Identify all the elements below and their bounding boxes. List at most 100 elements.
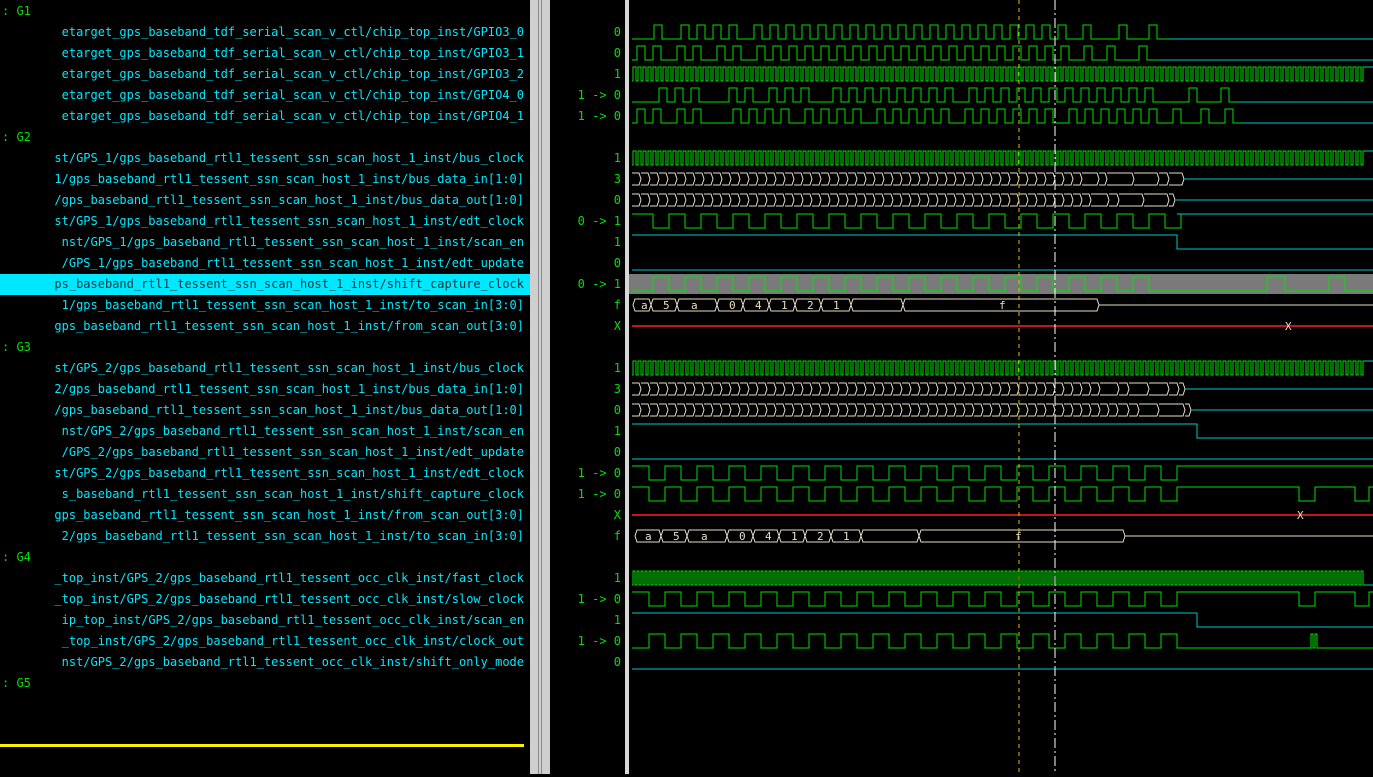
signal-row[interactable]: _top_inst/GPS_2/gps_baseband_rtl1_tessen… <box>0 631 530 652</box>
signal-value: 0 <box>613 46 621 60</box>
signal-row[interactable]: /GPS_1/gps_baseband_rtl1_tessent_ssn_sca… <box>0 253 530 274</box>
bus-waveform <box>632 298 1100 312</box>
signal-waveform <box>632 234 1373 250</box>
signal-name: /GPS_2/gps_baseband_rtl1_tessent_ssn_sca… <box>61 445 524 459</box>
bus-value-label: 4 <box>755 299 762 312</box>
signal-row[interactable]: /gps_baseband_rtl1_tessent_ssn_scan_host… <box>0 190 530 211</box>
bus-value-label: 1 <box>843 530 850 543</box>
bus-value-label: f <box>999 299 1006 312</box>
signal-name: s_baseband_rtl1_tessent_ssn_scan_host_1_… <box>61 487 524 501</box>
bus-waveform <box>634 529 1126 543</box>
signal-value: 1 -> 0 <box>577 487 621 501</box>
clock-waveform <box>632 360 1365 376</box>
signal-row[interactable]: 2/gps_baseband_rtl1_tessent_ssn_scan_hos… <box>0 379 530 400</box>
clock-waveform <box>632 276 1373 292</box>
signal-name: /GPS_1/gps_baseband_rtl1_tessent_ssn_sca… <box>61 256 524 270</box>
bus-value-label: a <box>701 530 708 543</box>
signal-name: etarget_gps_baseband_tdf_serial_scan_v_c… <box>61 25 524 39</box>
bus-value-label: 5 <box>663 299 670 312</box>
group-header[interactable]: : G2 <box>0 127 530 148</box>
pane-splitter[interactable] <box>530 0 550 774</box>
signal-name: /gps_baseband_rtl1_tessent_ssn_scan_host… <box>54 403 524 417</box>
selected-row-band <box>629 274 1373 294</box>
bus-value-label: X <box>1285 320 1292 333</box>
bus-waveform <box>632 193 1176 207</box>
group-label: : G2 <box>2 130 31 144</box>
signal-value: 1 <box>613 571 621 585</box>
signal-value: 0 <box>613 193 621 207</box>
signal-value: f <box>613 298 621 312</box>
signal-name: nst/GPS_2/gps_baseband_rtl1_tessent_ssn_… <box>61 424 524 438</box>
bus-value-label: 1 <box>781 299 788 312</box>
signal-value: X <box>613 508 621 522</box>
signal-value: 1 <box>613 151 621 165</box>
group-header[interactable]: : G5 <box>0 673 530 694</box>
signal-row[interactable]: etarget_gps_baseband_tdf_serial_scan_v_c… <box>0 85 530 106</box>
signal-value: 0 <box>613 25 621 39</box>
signal-waveform <box>632 612 1373 628</box>
signal-row[interactable]: etarget_gps_baseband_tdf_serial_scan_v_c… <box>0 106 530 127</box>
signal-row[interactable]: ps_baseband_rtl1_tessent_ssn_scan_host_1… <box>0 274 530 295</box>
signal-value: 1 -> 0 <box>577 466 621 480</box>
signal-row[interactable]: st/GPS_1/gps_baseband_rtl1_tessent_ssn_s… <box>0 148 530 169</box>
signal-value: 1 -> 0 <box>577 88 621 102</box>
signal-row[interactable]: ip_top_inst/GPS_2/gps_baseband_rtl1_tess… <box>0 610 530 631</box>
signal-row[interactable]: gps_baseband_rtl1_tessent_ssn_scan_host_… <box>0 316 530 337</box>
bus-value-label: X <box>1297 509 1304 522</box>
clock-waveform <box>632 213 1182 229</box>
signal-row[interactable]: gps_baseband_rtl1_tessent_ssn_scan_host_… <box>0 505 530 526</box>
clock-waveform <box>632 150 1365 166</box>
group-header[interactable]: : G3 <box>0 337 530 358</box>
signal-row[interactable]: etarget_gps_baseband_tdf_serial_scan_v_c… <box>0 22 530 43</box>
signal-name: _top_inst/GPS_2/gps_baseband_rtl1_tessen… <box>54 592 524 606</box>
group-header[interactable]: : G1 <box>0 1 530 22</box>
bus-value-label: 1 <box>791 530 798 543</box>
signal-name: nst/GPS_2/gps_baseband_rtl1_tessent_occ_… <box>61 655 524 669</box>
signal-name: 2/gps_baseband_rtl1_tessent_ssn_scan_hos… <box>54 382 524 396</box>
signal-value: 3 <box>613 382 621 396</box>
signal-value: 1 -> 0 <box>577 634 621 648</box>
group-header[interactable]: : G4 <box>0 547 530 568</box>
bus-value-label: 1 <box>833 299 840 312</box>
signal-row[interactable]: _top_inst/GPS_2/gps_baseband_rtl1_tessen… <box>0 568 530 589</box>
bus-value-label: a <box>645 530 652 543</box>
signal-row[interactable]: st/GPS_2/gps_baseband_rtl1_tessent_ssn_s… <box>0 463 530 484</box>
signal-name: st/GPS_1/gps_baseband_rtl1_tessent_ssn_s… <box>54 151 524 165</box>
signal-value: 1 <box>613 424 621 438</box>
bus-value-label: 0 <box>739 530 746 543</box>
bus-value-label: 5 <box>673 530 680 543</box>
signal-row[interactable]: 2/gps_baseband_rtl1_tessent_ssn_scan_hos… <box>0 526 530 547</box>
signal-row[interactable]: _top_inst/GPS_2/gps_baseband_rtl1_tessen… <box>0 589 530 610</box>
signal-name: etarget_gps_baseband_tdf_serial_scan_v_c… <box>61 88 524 102</box>
signal-row[interactable]: /GPS_2/gps_baseband_rtl1_tessent_ssn_sca… <box>0 442 530 463</box>
signal-row[interactable]: nst/GPS_1/gps_baseband_rtl1_tessent_ssn_… <box>0 232 530 253</box>
bus-value-label: a <box>691 299 698 312</box>
signal-row[interactable]: s_baseband_rtl1_tessent_ssn_scan_host_1_… <box>0 484 530 505</box>
signal-value: 1 <box>613 235 621 249</box>
signal-row[interactable]: 1/gps_baseband_rtl1_tessent_ssn_scan_hos… <box>0 295 530 316</box>
signal-value: 3 <box>613 172 621 186</box>
drop-marker-line <box>0 744 524 747</box>
signal-names-panel[interactable]: : G1 etarget_gps_baseband_tdf_serial_scan… <box>0 0 530 774</box>
signal-value: 1 <box>613 613 621 627</box>
signal-name: _top_inst/GPS_2/gps_baseband_rtl1_tessen… <box>61 634 524 648</box>
signal-name: gps_baseband_rtl1_tessent_ssn_scan_host_… <box>54 508 524 522</box>
bus-waveform <box>632 172 1185 186</box>
signal-row[interactable]: etarget_gps_baseband_tdf_serial_scan_v_c… <box>0 43 530 64</box>
signal-name: st/GPS_2/gps_baseband_rtl1_tessent_ssn_s… <box>54 466 524 480</box>
signal-value: 0 -> 1 <box>577 277 621 291</box>
signal-row[interactable]: 1/gps_baseband_rtl1_tessent_ssn_scan_hos… <box>0 169 530 190</box>
signal-row[interactable]: st/GPS_2/gps_baseband_rtl1_tessent_ssn_s… <box>0 358 530 379</box>
signal-row[interactable]: nst/GPS_2/gps_baseband_rtl1_tessent_ssn_… <box>0 421 530 442</box>
signal-row[interactable]: etarget_gps_baseband_tdf_serial_scan_v_c… <box>0 64 530 85</box>
signal-row[interactable]: st/GPS_1/gps_baseband_rtl1_tessent_ssn_s… <box>0 211 530 232</box>
signal-row[interactable]: nst/GPS_2/gps_baseband_rtl1_tessent_occ_… <box>0 652 530 673</box>
signal-name: etarget_gps_baseband_tdf_serial_scan_v_c… <box>61 109 524 123</box>
clock-waveform <box>632 633 1373 649</box>
signal-value: 1 -> 0 <box>577 592 621 606</box>
signal-value: 0 -> 1 <box>577 214 621 228</box>
values-wave-divider[interactable] <box>625 0 629 774</box>
signal-name: st/GPS_1/gps_baseband_rtl1_tessent_ssn_s… <box>54 214 524 228</box>
signal-row[interactable]: /gps_baseband_rtl1_tessent_ssn_scan_host… <box>0 400 530 421</box>
